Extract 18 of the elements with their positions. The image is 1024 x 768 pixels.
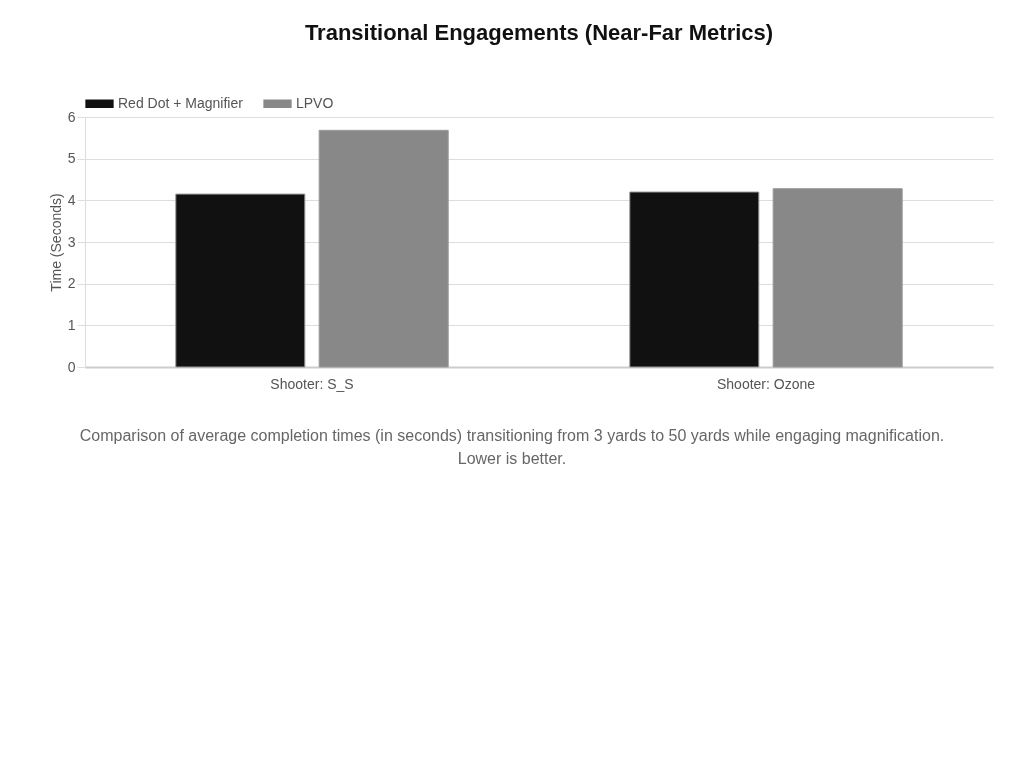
y-tick-label: 0	[67, 358, 76, 375]
y-tick-label: 6	[67, 108, 76, 125]
legend-label: Red Dot + Magnifier	[118, 94, 244, 111]
y-tick-label: 1	[67, 316, 76, 333]
y-tick-label: 4	[67, 191, 76, 208]
bar	[175, 193, 306, 368]
bar	[772, 188, 903, 368]
bar	[629, 191, 760, 368]
x-tick-label: Shooter: S_S	[270, 375, 354, 392]
y-tick-label: 3	[67, 233, 76, 250]
text: Comparison of average completion times (in seconds) transitioning from 3 yards to 50 yards while engaging magnification. Lower is better.	[78, 426, 946, 469]
chart-title: Transitional Engagements (Near-Far Metrics)	[304, 20, 774, 45]
bar	[318, 129, 449, 368]
x-tick-label: Shooter: Ozone	[716, 375, 816, 392]
y-tick-label: 2	[67, 275, 76, 292]
y-axis-title: Time (Seconds)	[47, 193, 64, 292]
legend-label: LPVO	[296, 94, 334, 111]
y-tick-label: 5	[67, 150, 76, 167]
